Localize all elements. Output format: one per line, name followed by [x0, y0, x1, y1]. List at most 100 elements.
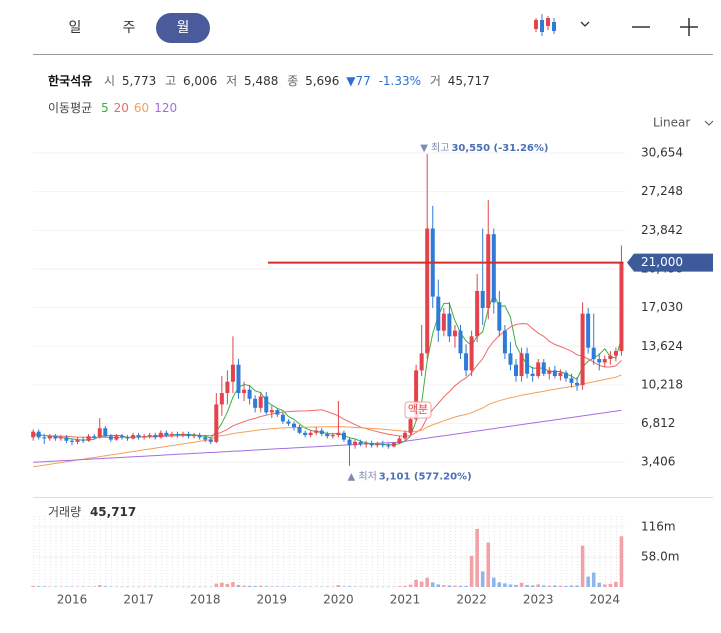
candle-body [253, 398, 258, 408]
chart-type-icon[interactable] [534, 14, 556, 36]
volume-bar [31, 585, 35, 587]
x-tick-label: 2023 [523, 593, 554, 607]
volume-bar [358, 586, 363, 588]
volume-bar [109, 586, 113, 588]
volume-bar [181, 586, 185, 588]
candle-body [497, 302, 502, 331]
volume-bar [564, 585, 568, 587]
candle-body [325, 433, 330, 437]
volume-title: 거래량 45,717 [48, 505, 136, 519]
candle-body [469, 336, 474, 371]
candle-body [175, 433, 180, 436]
open-value: 5,773 [122, 74, 156, 88]
candle-body [558, 372, 563, 377]
volume-bar [597, 582, 602, 587]
x-tick-label: 2021 [390, 593, 421, 607]
candle-body [536, 362, 541, 377]
x-tick-label: 2017 [123, 593, 154, 607]
volume-bar [70, 586, 74, 587]
volume-bar [131, 586, 135, 588]
volume-bar [253, 586, 257, 587]
volume-bar [220, 582, 224, 587]
change: ▼77 [346, 74, 371, 88]
volume-bar [120, 586, 124, 588]
candle-body [580, 313, 585, 386]
candle-body [519, 353, 524, 377]
volume-bar [59, 586, 63, 588]
scale-dropdown[interactable] [704, 120, 714, 126]
scale-mode[interactable]: Linear [653, 116, 690, 130]
event-badge [404, 401, 432, 419]
volume-bar [369, 586, 374, 588]
plot: 3,4066,81210,21813,62417,03020,43623,842… [31, 142, 713, 607]
candle-body [203, 437, 208, 440]
ma-line [33, 374, 622, 468]
volume-bar [170, 586, 174, 588]
volume-bar [242, 585, 246, 587]
volume-bar [208, 586, 213, 588]
candle-body [563, 372, 568, 379]
price-badge [627, 253, 713, 272]
volume-value: 45,717 [448, 74, 490, 88]
candle-body [242, 389, 247, 394]
candle-body [375, 444, 380, 446]
stock-info: 한국석유 시 5,773 고 6,006 저 5,488 종 5,696 ▼77… [48, 73, 490, 88]
y-tick-label: 10,218 [641, 377, 683, 391]
tab-day[interactable]: 일 [69, 20, 82, 36]
volume-bar [92, 586, 96, 588]
candle-body [303, 432, 308, 436]
volume-bar [558, 585, 563, 587]
volume-bar [403, 585, 407, 587]
max-annotation-label: ▼ 최고 [420, 142, 449, 154]
volume-bar [553, 585, 557, 587]
candle-body [258, 396, 263, 408]
ma-legend: 이동평균 5 20 60 120 [48, 101, 177, 115]
volume-bar [453, 585, 457, 587]
volume-bar [508, 584, 513, 587]
candle-body [347, 439, 352, 446]
volume-bar [142, 586, 146, 588]
tab-month[interactable]: 월 [177, 20, 190, 36]
volume-bar [36, 586, 41, 587]
volume-bar [419, 581, 424, 587]
volume-bar [331, 586, 335, 588]
candle-body [92, 436, 97, 438]
y-tick-label: 30,654 [641, 146, 683, 160]
volume-bar [547, 585, 552, 587]
zoom-in[interactable] [680, 18, 698, 36]
candle-body [192, 435, 197, 437]
candle-body [197, 435, 202, 438]
volume-title-label: 거래량 [48, 505, 81, 519]
candle-body [341, 432, 346, 440]
candle-body [31, 431, 36, 438]
candle-body [447, 313, 452, 337]
ma-legend-entry: 5 [101, 101, 109, 115]
tab-week[interactable]: 주 [123, 20, 136, 36]
candle-body [475, 290, 480, 337]
close-label: 종 [287, 74, 298, 88]
ma-line [33, 323, 622, 439]
volume-background [33, 515, 625, 587]
volume-tick-label: 116m [641, 519, 676, 533]
volume-tick-label: 58.0m [641, 549, 679, 563]
volume-bar [580, 545, 585, 587]
candle-body [97, 428, 102, 438]
volume-bar [319, 586, 324, 588]
candle-body [53, 436, 58, 439]
volume-bar [519, 582, 524, 587]
volume-bar [81, 586, 85, 588]
y-tick-label: 17,030 [641, 300, 683, 314]
ma-legend-entry: 60 [134, 101, 149, 115]
volume-title-value: 45,717 [90, 505, 136, 519]
candle-body [441, 313, 446, 331]
volume-bar [192, 586, 196, 588]
chart-type-dropdown[interactable] [580, 21, 590, 27]
volume-bar [430, 582, 435, 587]
candle-body [380, 444, 385, 446]
candle-body [108, 436, 113, 440]
tab-month-pill[interactable] [156, 13, 210, 43]
volume-bar [436, 584, 441, 587]
close-value: 5,696 [305, 74, 339, 88]
volume-bar [203, 586, 207, 588]
